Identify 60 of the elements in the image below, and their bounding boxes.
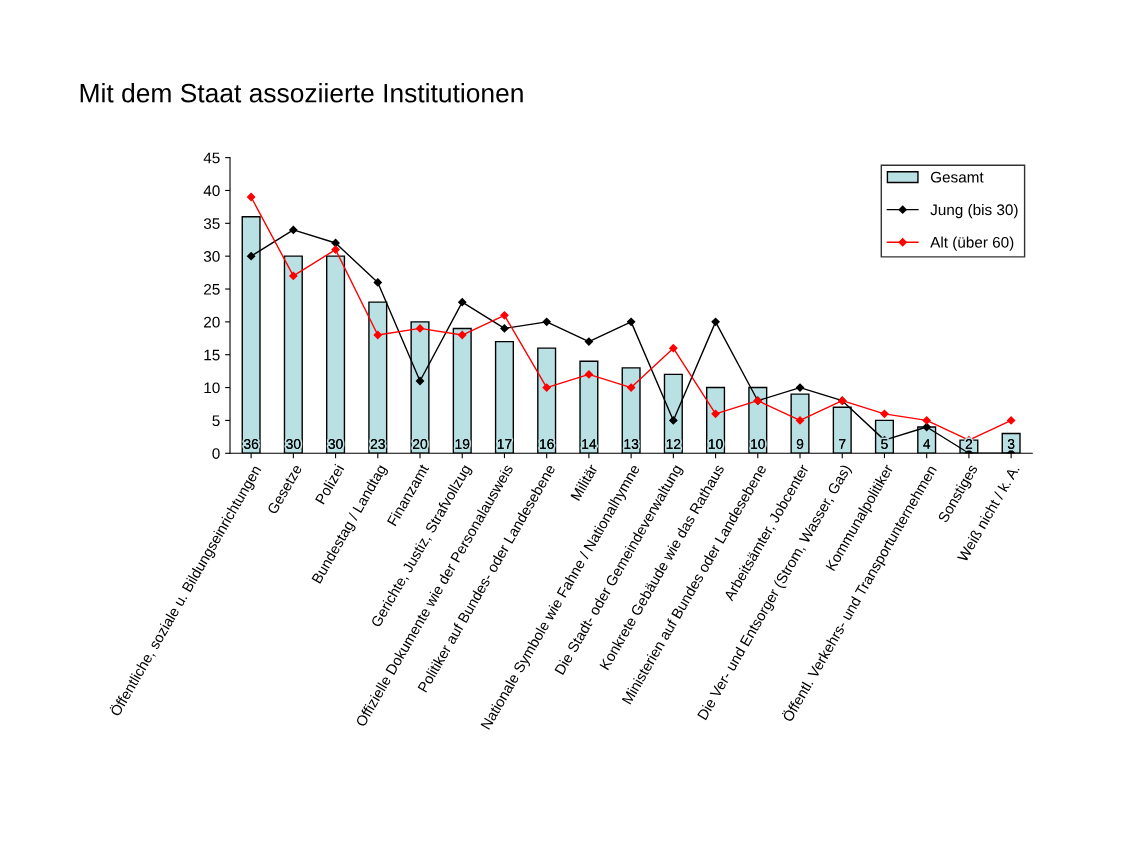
- data-label: 23: [370, 439, 385, 449]
- point: [415, 376, 425, 386]
- data-label: 3: [1007, 439, 1015, 449]
- point: [246, 252, 256, 261]
- data-label: 30: [286, 439, 301, 449]
- y-tick-label: 35: [203, 218, 220, 229]
- data-label: 19: [455, 439, 470, 449]
- data-label: 10: [708, 439, 723, 449]
- y-tick-label: 30: [203, 251, 220, 262]
- data-label: 5: [881, 439, 888, 449]
- point: [246, 192, 256, 202]
- y-tick-label: 20: [204, 316, 220, 328]
- y-tick-label: 25: [204, 283, 220, 295]
- point: [880, 409, 889, 418]
- point: [542, 383, 551, 392]
- point: [669, 416, 678, 425]
- point: [458, 298, 467, 307]
- point: [289, 271, 298, 281]
- point: [922, 416, 931, 425]
- point: [373, 330, 382, 340]
- point: [795, 416, 805, 425]
- point: [331, 245, 340, 254]
- point: [626, 317, 636, 326]
- point: [626, 383, 636, 392]
- y-tick-label: 45: [203, 152, 220, 164]
- point: [922, 422, 931, 432]
- point: [373, 278, 382, 287]
- point: [711, 409, 720, 418]
- data-label: 7: [839, 439, 846, 449]
- y-tick-label: 5: [212, 415, 220, 427]
- data-label: 4: [923, 439, 931, 449]
- legend-label: Alt (über 60): [930, 236, 1014, 251]
- data-label: 9: [796, 439, 804, 449]
- chart-title: Mit dem Staat assoziierte Institutionen: [80, 83, 523, 103]
- data-label: 12: [666, 439, 681, 449]
- point: [500, 324, 509, 333]
- data-label: 14: [582, 439, 597, 449]
- point: [542, 317, 551, 326]
- point: [500, 311, 509, 320]
- point: [1006, 416, 1016, 425]
- data-label: 17: [497, 439, 512, 449]
- point: [289, 225, 298, 235]
- y-tick-label: 15: [204, 349, 220, 361]
- data-label: 16: [540, 439, 554, 449]
- point: [584, 370, 594, 379]
- data-label: 20: [412, 439, 428, 449]
- y-tick-label: 40: [203, 185, 220, 197]
- data-label: 13: [624, 439, 639, 449]
- point: [584, 337, 594, 346]
- y-tick-label: 10: [204, 382, 220, 394]
- legend-label: Gesamt: [930, 171, 984, 183]
- data-label: 36: [243, 439, 259, 449]
- legend-label: Jung (bis 30): [930, 203, 1018, 219]
- point: [711, 317, 720, 326]
- data-label: 30: [328, 439, 343, 449]
- data-label: 10: [751, 439, 765, 449]
- y-tick-label: 0: [212, 448, 220, 459]
- point: [669, 344, 678, 353]
- point: [458, 330, 467, 340]
- point: [415, 324, 425, 333]
